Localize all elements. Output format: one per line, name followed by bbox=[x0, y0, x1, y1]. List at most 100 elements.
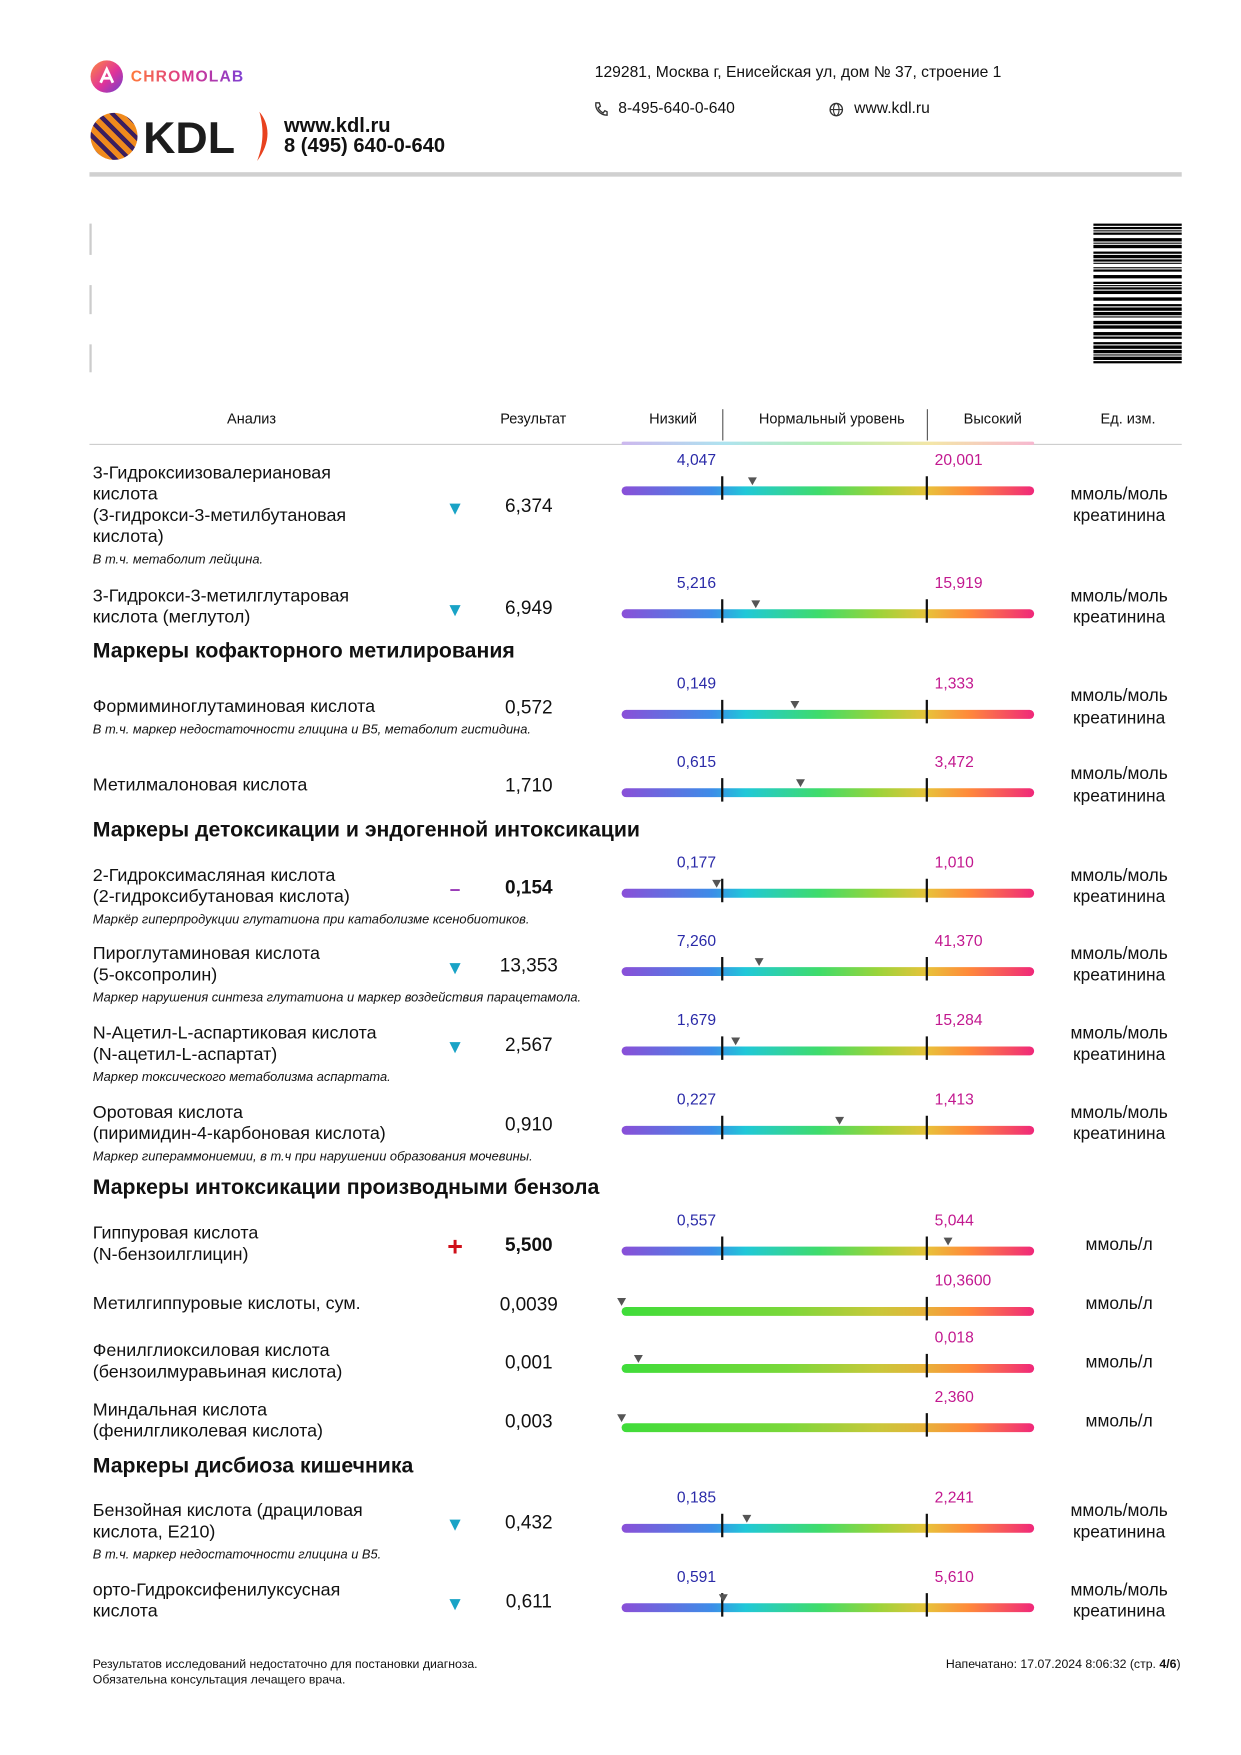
low-tick bbox=[721, 476, 724, 500]
printed-date: Напечатано: 17.07.2024 8:06:32 (стр. bbox=[945, 1657, 1156, 1672]
high-bound: 20,001 bbox=[934, 450, 983, 469]
low-bound: 1,679 bbox=[676, 1010, 717, 1029]
barcode-stripe bbox=[1093, 242, 1182, 244]
high-bound: 41,370 bbox=[934, 931, 983, 950]
result-marker bbox=[750, 600, 760, 609]
analysis-name: Формиминоглутаминовая кислота bbox=[92, 697, 376, 717]
barcode-stripe bbox=[1093, 287, 1182, 290]
footer-note: Результатов исследований недостаточно дл… bbox=[92, 1657, 478, 1672]
barcode-stripe bbox=[1093, 304, 1182, 307]
result-flag: + bbox=[447, 1231, 463, 1262]
page-number: 4/6 bbox=[1159, 1657, 1177, 1672]
barcode-stripe bbox=[1093, 342, 1182, 345]
range-bar bbox=[621, 1246, 1035, 1256]
high-bound: 5,610 bbox=[934, 1567, 974, 1586]
result-marker bbox=[731, 1037, 741, 1046]
units: ммоль/моль bbox=[1070, 1580, 1168, 1600]
analysis-note: В т.ч. маркер недостаточности глицина и … bbox=[92, 1548, 382, 1562]
units: ммоль/моль bbox=[1070, 586, 1168, 606]
analysis-note: В т.ч. метаболит лейцина. bbox=[92, 553, 264, 567]
header-rule bbox=[89, 172, 1182, 177]
result-value: 13,353 bbox=[499, 954, 558, 976]
kdl-phone: 8 (495) 640-0-640 bbox=[283, 134, 446, 157]
column-header: Нормальный уровень bbox=[758, 410, 905, 428]
high-tick bbox=[925, 878, 928, 903]
high-bound: 0,018 bbox=[934, 1328, 974, 1347]
analysis-note: Маркер нарушения синтеза глутатиона и ма… bbox=[92, 991, 582, 1006]
low-bound: 0,177 bbox=[676, 853, 717, 871]
result-value: 0,003 bbox=[505, 1410, 553, 1432]
result-flag: ▼ bbox=[445, 1513, 465, 1535]
analysis-name: (2-гидроксибутановая кислота) bbox=[92, 887, 350, 907]
blank-field bbox=[89, 223, 92, 255]
range-bar bbox=[621, 486, 1035, 496]
analysis-note: Маркёр гиперпродукции глутатиона при кат… bbox=[92, 913, 530, 927]
barcode-stripe bbox=[1093, 262, 1182, 264]
low-tick bbox=[721, 778, 724, 802]
site: www.kdl.ru bbox=[854, 98, 930, 117]
result-flag: – bbox=[449, 878, 461, 900]
units: ммоль/моль bbox=[1070, 944, 1168, 964]
high-tick bbox=[925, 599, 928, 623]
result-marker bbox=[712, 879, 722, 888]
range-bar bbox=[621, 788, 1035, 798]
section-title: Маркеры детоксикации и эндогенной интокс… bbox=[92, 818, 640, 842]
result-marker bbox=[634, 1355, 644, 1363]
high-tick bbox=[925, 699, 928, 724]
high-tick bbox=[925, 1296, 928, 1321]
low-tick bbox=[721, 699, 724, 724]
barcode-stripe bbox=[1093, 316, 1182, 318]
analysis-note: В т.ч. маркер недостаточности глицина и … bbox=[92, 723, 531, 737]
phone: 8-495-640-0-640 bbox=[618, 98, 735, 117]
units: креатинина bbox=[1073, 887, 1166, 907]
analysis-name: Метилмалоновая кислота bbox=[92, 775, 308, 795]
barcode-stripe bbox=[1093, 275, 1182, 279]
result-value: 0,154 bbox=[505, 875, 553, 898]
high-bound: 1,010 bbox=[934, 853, 974, 871]
high-tick bbox=[925, 1593, 928, 1617]
units: ммоль/моль bbox=[1070, 686, 1168, 706]
analysis-name: (N-ацетил-L-аспартат) bbox=[92, 1045, 278, 1065]
barcode-stripe bbox=[1093, 223, 1182, 226]
units: креатинина bbox=[1073, 1045, 1166, 1065]
low-tick bbox=[721, 1513, 724, 1538]
high-bound: 15,919 bbox=[934, 573, 983, 592]
analysis-name: (фенилгликолевая кислота) bbox=[92, 1422, 324, 1442]
barcode-stripe bbox=[1093, 361, 1182, 364]
high-bound: 5,044 bbox=[934, 1210, 974, 1229]
analysis-name: (5-оксопролин) bbox=[92, 965, 218, 985]
result-marker bbox=[742, 1514, 752, 1523]
analysis-name: орто-Гидроксифенилуксусная bbox=[92, 1580, 341, 1600]
range-header-rule bbox=[621, 441, 1035, 445]
barcode-stripe bbox=[1093, 251, 1182, 254]
result-value: 0,001 bbox=[505, 1351, 553, 1373]
units: креатинина bbox=[1073, 786, 1166, 806]
analysis-name: Фенилглиоксиловая кислота bbox=[92, 1341, 330, 1361]
barcode-stripe bbox=[1093, 307, 1182, 311]
phone-icon bbox=[595, 102, 608, 116]
high-bound: 2,360 bbox=[934, 1387, 974, 1406]
chromolab-icon bbox=[90, 60, 123, 93]
result-flag: ▼ bbox=[445, 1592, 465, 1614]
header-tick bbox=[722, 409, 724, 441]
high-tick bbox=[925, 1036, 928, 1060]
units: ммоль/л bbox=[1085, 1411, 1153, 1431]
range-bar bbox=[621, 1523, 1035, 1533]
range-bar bbox=[621, 1423, 1035, 1433]
units: ммоль/моль bbox=[1070, 764, 1168, 784]
high-tick bbox=[925, 1115, 928, 1140]
section-title: Маркеры кофакторного метилирования bbox=[92, 639, 515, 663]
low-bound: 0,227 bbox=[676, 1090, 717, 1108]
barcode-stripe bbox=[1093, 311, 1182, 316]
result-value: 0,432 bbox=[505, 1510, 553, 1533]
result-marker bbox=[718, 1594, 728, 1603]
column-header: Анализ bbox=[227, 410, 277, 428]
high-bound: 15,284 bbox=[934, 1010, 983, 1029]
high-tick bbox=[925, 1513, 928, 1538]
analysis-name: (бензоилмуравьиная кислота) bbox=[92, 1362, 343, 1382]
result-value: 1,710 bbox=[505, 774, 553, 797]
low-bound: 5,216 bbox=[676, 573, 717, 592]
barcode-stripe bbox=[1093, 226, 1182, 230]
result-value: 5,500 bbox=[505, 1233, 553, 1255]
units: креатинина bbox=[1073, 966, 1166, 986]
